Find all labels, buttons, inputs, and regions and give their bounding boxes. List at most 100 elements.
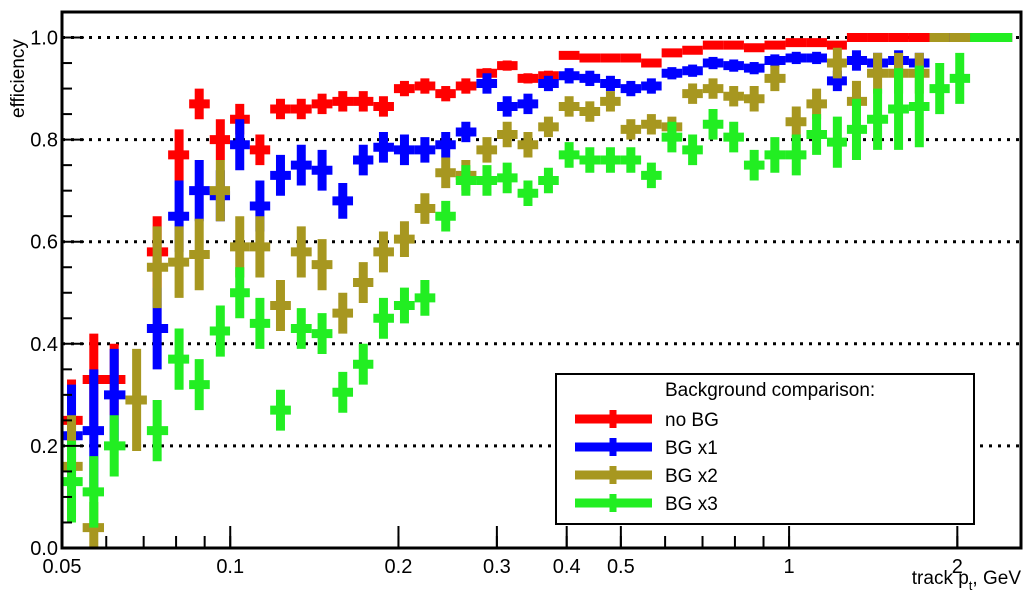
data-point — [743, 149, 765, 181]
data-point — [785, 38, 807, 48]
data-point — [620, 119, 642, 140]
data-point — [189, 359, 210, 411]
legend: Background comparison: no BG BG x1 BG x2 BG… — [555, 373, 975, 525]
data-point — [125, 348, 147, 452]
x-axis-title-unit: , GeV — [972, 568, 1021, 589]
data-point — [332, 292, 354, 334]
legend-label: no BG — [665, 410, 719, 431]
data-point — [146, 226, 169, 309]
data-point — [249, 216, 271, 278]
data-point — [846, 98, 868, 161]
data-point — [497, 60, 518, 71]
data-point — [62, 440, 83, 523]
legend-title: Background comparison: — [665, 380, 875, 401]
axis-ticks — [61, 36, 959, 549]
y-tick-label: 0.2 — [30, 436, 58, 458]
data-point — [393, 287, 415, 324]
data-point — [538, 167, 559, 194]
data-point — [641, 78, 662, 94]
data-point — [311, 149, 333, 191]
data-point — [579, 70, 601, 87]
data-point — [661, 121, 683, 153]
y-tick-label: 0.0 — [30, 538, 58, 560]
data-point — [723, 40, 744, 50]
data-point — [311, 313, 333, 355]
data-point — [517, 180, 539, 206]
y-tick-label: 0.8 — [30, 130, 58, 152]
data-point — [888, 33, 909, 43]
data-point — [311, 93, 333, 115]
data-point — [209, 119, 231, 161]
data-point — [435, 131, 456, 158]
data-point — [702, 56, 724, 70]
data-point — [393, 80, 415, 97]
data-point — [764, 65, 786, 92]
data-point — [785, 106, 807, 138]
data-point — [270, 280, 291, 332]
data-point — [846, 33, 868, 43]
data-point — [290, 144, 312, 186]
data-point — [846, 50, 868, 71]
data-point — [970, 33, 992, 43]
data-point — [517, 73, 539, 84]
data-point — [476, 73, 498, 94]
legend-label: BG x2 — [665, 466, 718, 487]
data-point — [373, 96, 394, 117]
legend-label: BG x3 — [665, 494, 718, 515]
x-tick-label: 0.5 — [607, 556, 635, 578]
data-point — [189, 88, 210, 120]
tick-labels: 0.0 0.2 0.4 0.6 0.8 1.0 0.05 0.1 0.2 0.3 0.4 0.5 1 2 — [30, 28, 963, 578]
data-point — [414, 193, 436, 224]
data-point — [558, 142, 580, 168]
x-axis-title-subscript: t — [969, 578, 973, 593]
data-point — [641, 58, 662, 68]
data-point — [764, 137, 786, 173]
data-point — [641, 162, 662, 189]
data-point — [455, 165, 477, 196]
data-point — [270, 154, 291, 196]
data-point — [579, 101, 601, 122]
data-point — [476, 137, 498, 163]
y-tick-label: 0.4 — [30, 334, 58, 356]
data-point — [189, 160, 210, 222]
data-point — [538, 75, 559, 92]
data-point — [764, 54, 786, 67]
data-point — [517, 131, 539, 158]
data-point — [743, 62, 765, 75]
x-tick-label: 0.3 — [483, 556, 511, 578]
data-point — [168, 226, 190, 298]
data-point — [270, 98, 291, 120]
data-point — [455, 78, 477, 94]
data-point — [393, 134, 415, 166]
data-point — [373, 231, 394, 273]
data-point — [497, 162, 518, 194]
data-point — [435, 86, 456, 102]
data-point — [661, 67, 683, 80]
data-point — [435, 200, 456, 232]
y-axis-title: efficiency — [8, 39, 29, 118]
data-point — [949, 33, 971, 43]
data-point — [929, 63, 950, 115]
data-point — [600, 75, 621, 92]
data-point — [290, 308, 312, 349]
y-tick-label: 1.0 — [30, 28, 58, 50]
data-point — [949, 52, 971, 104]
data-point — [517, 93, 539, 115]
data-point — [249, 134, 271, 166]
data-point — [785, 51, 807, 65]
data-point — [620, 80, 642, 97]
data-point — [476, 165, 498, 196]
data-point — [209, 305, 231, 357]
data-point — [600, 91, 621, 112]
data-point — [579, 147, 601, 173]
y-tick-label: 0.6 — [30, 232, 58, 254]
data-point — [682, 134, 703, 166]
data-point — [290, 226, 312, 278]
data-point — [311, 239, 333, 291]
x-tick-label: 2 — [952, 556, 963, 578]
grid-lines — [62, 36, 1021, 448]
data-point — [682, 64, 703, 77]
data-point — [723, 59, 744, 72]
x-tick-label: 1 — [784, 556, 795, 578]
data-point — [682, 83, 703, 104]
